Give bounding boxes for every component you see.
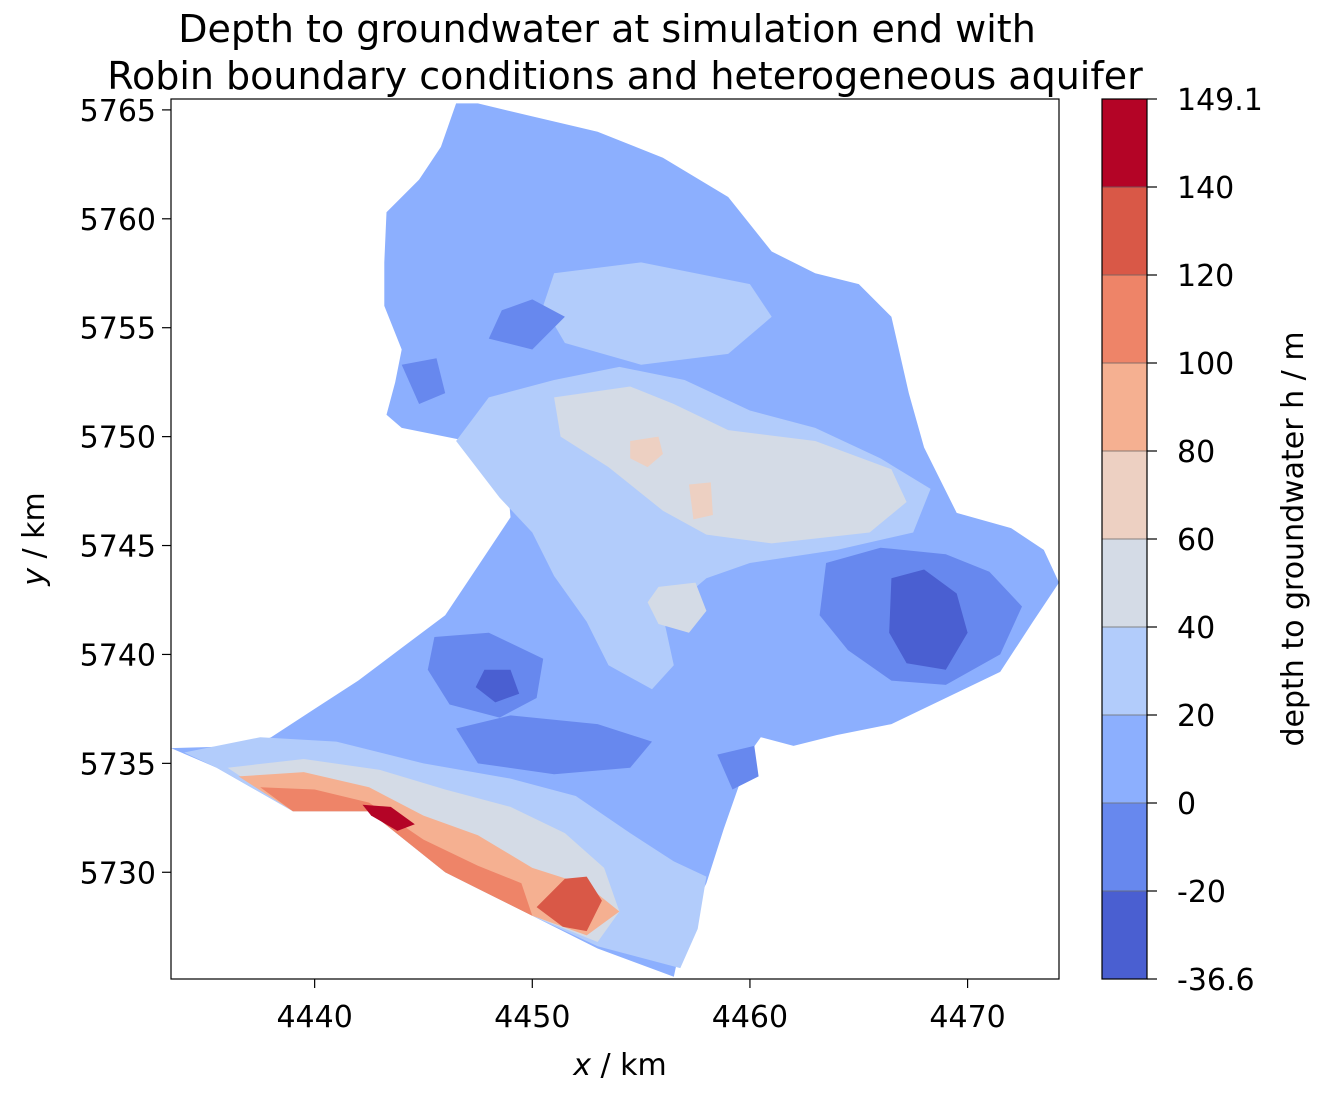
y-tick-label: 5730: [80, 856, 156, 891]
colorbar-tick-label: 100: [1177, 347, 1234, 382]
y-tick-label: 5765: [80, 94, 156, 129]
colorbar-segment: [1102, 803, 1147, 892]
colorbar-segment: [1102, 715, 1147, 804]
colorbar-tick-label: 140: [1177, 171, 1234, 206]
x-axis-label-var: x: [572, 1048, 591, 1083]
region-west-deep: [475, 669, 520, 703]
x-tick-label: 4460: [712, 1000, 788, 1035]
colorbar-segment: [1102, 187, 1147, 276]
region-south-central-basin: [456, 715, 652, 775]
region-knoll: [647, 582, 707, 633]
colorbar-tick-label: -36.6: [1177, 963, 1255, 998]
colorbar-segment: [1102, 99, 1147, 188]
colorbar-tick-label: 0: [1177, 787, 1196, 822]
region-central-peak-2: [689, 482, 713, 520]
region-north-upland: [543, 262, 772, 365]
colorbar-tick-label: 80: [1177, 435, 1215, 470]
y-axis-label-var: y: [17, 567, 52, 587]
y-tick-label: 5745: [80, 530, 156, 565]
region-southeast-hot: [536, 876, 602, 932]
colorbar-segment: [1102, 891, 1147, 980]
colorbar-tick-label: 149.1: [1177, 83, 1263, 118]
y-tick-label: 5750: [80, 421, 156, 456]
region-south-hot: [260, 787, 533, 916]
region-central-peak: [630, 436, 663, 468]
colorbar-label: depth to groundwater h / m: [1276, 331, 1311, 746]
x-tick-label: 4470: [929, 1000, 1005, 1035]
y-axis: 5730 5735 5740 5745 5750 5755 5760 5765: [80, 94, 171, 891]
x-axis-label-unit: / km: [591, 1048, 667, 1083]
y-tick-label: 5735: [80, 747, 156, 782]
x-tick-label: 4440: [276, 1000, 352, 1035]
colorbar-segment: [1102, 627, 1147, 716]
colorbar-segment: [1102, 275, 1147, 364]
region-southwest-max: [362, 804, 415, 831]
region-north-lowland: [488, 299, 565, 350]
y-tick-label: 5740: [80, 638, 156, 673]
colorbar-tick-label: 20: [1177, 699, 1215, 734]
colorbar-segment: [1102, 363, 1147, 452]
region-southeast-basin: [717, 745, 759, 790]
colorbar-segment: [1102, 451, 1147, 540]
region-central-ridge: [554, 386, 907, 544]
x-axis-label: x / km: [572, 1048, 667, 1083]
colorbar-segment: [1102, 539, 1147, 628]
plot-frame: [170, 98, 1060, 980]
colorbar-tick-label: 60: [1177, 523, 1215, 558]
region-northwest-lowland: [401, 358, 446, 404]
colorbar: -36.6 -20 0 20 40 60 80 100 120 140 149.1: [1101, 83, 1263, 998]
contour-fill-layer: [171, 103, 1059, 977]
colorbar-tick-label: 40: [1177, 611, 1215, 646]
colorbar-tick-label: 120: [1177, 259, 1234, 294]
region-east-deep: [889, 569, 968, 670]
chart-title-line-2: Robin boundary conditions and heterogene…: [107, 54, 1143, 98]
y-axis-label-unit: / km: [17, 492, 52, 568]
y-tick-label: 5755: [80, 312, 156, 347]
y-axis-label: y / km: [17, 492, 52, 587]
y-tick-label: 5760: [80, 203, 156, 238]
x-tick-label: 4450: [494, 1000, 570, 1035]
colorbar-tick-label: -20: [1177, 875, 1226, 910]
chart-title-line-1: Depth to groundwater at simulation end w…: [178, 7, 1036, 51]
x-axis: 4440 4450 4460 4470: [276, 979, 1006, 1035]
